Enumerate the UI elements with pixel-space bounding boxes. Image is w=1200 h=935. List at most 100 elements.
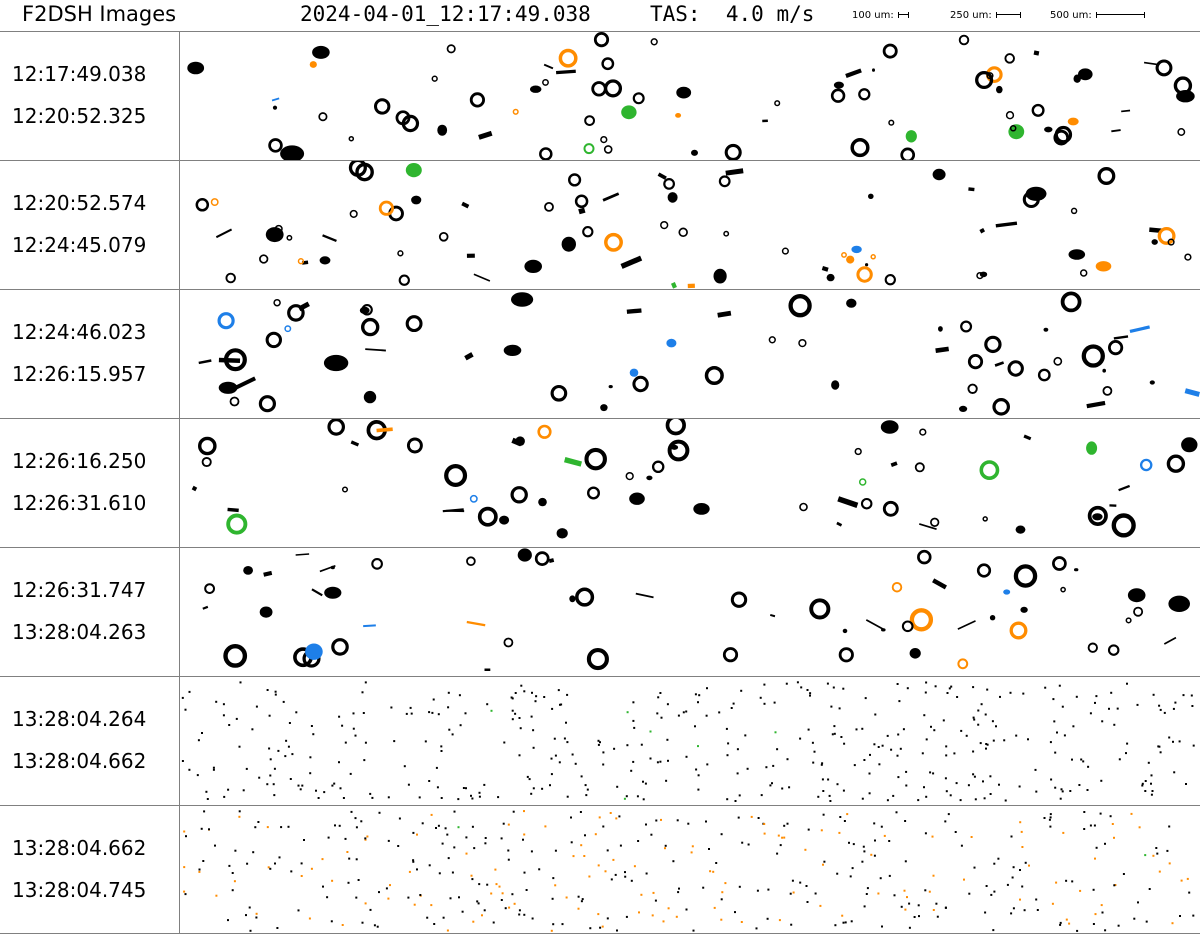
particle-ring: [975, 70, 994, 90]
particle-dot: [965, 734, 968, 737]
particle-dot: [821, 778, 824, 781]
particle-streak: [994, 361, 1005, 367]
particle-blob: [272, 105, 278, 110]
particle-dot: [1021, 885, 1024, 888]
particle-dot: [765, 766, 768, 769]
particle-dot: [446, 929, 449, 932]
particle-dot: [881, 925, 883, 928]
particle-ring: [901, 620, 914, 633]
particle-dot: [355, 858, 358, 861]
particle-blob: [621, 105, 637, 120]
particle-dot: [1093, 824, 1096, 827]
particle-dot: [1144, 854, 1147, 857]
particle-dot: [1087, 765, 1090, 768]
particle-dot: [198, 868, 201, 871]
particle-streak: [671, 282, 677, 289]
particle-dot: [235, 717, 238, 720]
particle-dot: [428, 864, 431, 867]
particle-blob: [359, 306, 370, 314]
particle-blob: [693, 503, 710, 515]
particle-ring: [979, 460, 1000, 481]
particle-dot: [992, 929, 995, 932]
particle-dot: [1071, 758, 1073, 761]
particle-dot: [660, 818, 662, 821]
particle-dot: [598, 816, 601, 819]
particle-ring: [226, 513, 248, 535]
particle-dot: [979, 742, 982, 745]
particle-dot: [636, 795, 639, 798]
particle-dot: [534, 700, 537, 703]
particle-dot: [471, 878, 474, 881]
particle-dot: [484, 842, 487, 845]
particle-dot: [426, 916, 429, 919]
particle-ring: [882, 43, 898, 59]
particle-dot: [1172, 707, 1175, 710]
particle-dot: [369, 792, 372, 795]
particle-dot: [478, 883, 481, 886]
particle-dot: [606, 917, 609, 920]
particle-dot: [1150, 782, 1152, 785]
particle-streak: [461, 201, 470, 209]
particle-dot: [868, 772, 871, 775]
particle-dot: [737, 816, 740, 819]
particle-dot: [519, 727, 522, 730]
particle-ring: [284, 325, 292, 333]
particle-dot: [1190, 694, 1193, 697]
particle-ring: [575, 587, 595, 607]
particle-dot: [923, 714, 926, 717]
particle-dot: [228, 864, 231, 867]
particle-dot: [897, 776, 900, 779]
particle-dot: [1179, 915, 1181, 917]
particle-dot: [566, 693, 569, 696]
particle-dot: [977, 709, 980, 712]
particle-dot: [1126, 682, 1128, 685]
particle-ring: [1139, 458, 1153, 472]
particle-dot: [900, 905, 903, 908]
particle-dot: [273, 794, 276, 797]
particle-dot: [1150, 793, 1153, 796]
strip-particles: [191, 419, 1198, 539]
particle-ring: [398, 274, 410, 286]
particle-dot: [341, 924, 344, 926]
particle-dot: [1065, 879, 1068, 882]
particle-dot: [451, 871, 454, 874]
particle-ring: [870, 254, 876, 260]
particle-ring: [550, 384, 568, 402]
particle-ring: [348, 135, 355, 142]
particle-dot: [397, 845, 400, 847]
particle-dot: [893, 894, 896, 897]
particle-dot: [528, 778, 531, 781]
particle-dot: [771, 782, 773, 785]
particle-ring: [603, 145, 613, 154]
particle-dot: [602, 763, 605, 766]
particle-dot: [597, 913, 600, 916]
particle-ring: [197, 436, 217, 456]
particle-dot: [1099, 812, 1102, 815]
particle-dot: [677, 714, 680, 717]
particle-ring: [650, 38, 658, 46]
particle-dot: [378, 891, 380, 894]
particle-ring: [371, 558, 383, 570]
particle-streak: [935, 346, 950, 353]
particle-dot: [672, 860, 675, 863]
particle-dot: [796, 681, 799, 684]
particle-blob: [959, 405, 968, 412]
particle-dot: [285, 739, 288, 742]
particle-dot: [642, 798, 645, 801]
particle-dot: [781, 787, 784, 790]
particle-ring: [601, 57, 615, 71]
particle-dot: [376, 925, 379, 928]
particle-dot: [523, 690, 526, 693]
particle-dot: [1186, 877, 1189, 880]
particle-dot: [972, 750, 975, 753]
particle-dot: [214, 844, 216, 847]
particle-dot: [510, 696, 513, 699]
particle-dot: [290, 870, 293, 873]
particle-ring: [858, 88, 871, 101]
particle-ring: [1031, 103, 1045, 117]
particle-dot: [968, 892, 971, 895]
particle-blob: [846, 255, 855, 264]
particle-dot: [917, 904, 920, 907]
particle-dot: [291, 753, 294, 756]
particle-ring: [1102, 386, 1113, 396]
